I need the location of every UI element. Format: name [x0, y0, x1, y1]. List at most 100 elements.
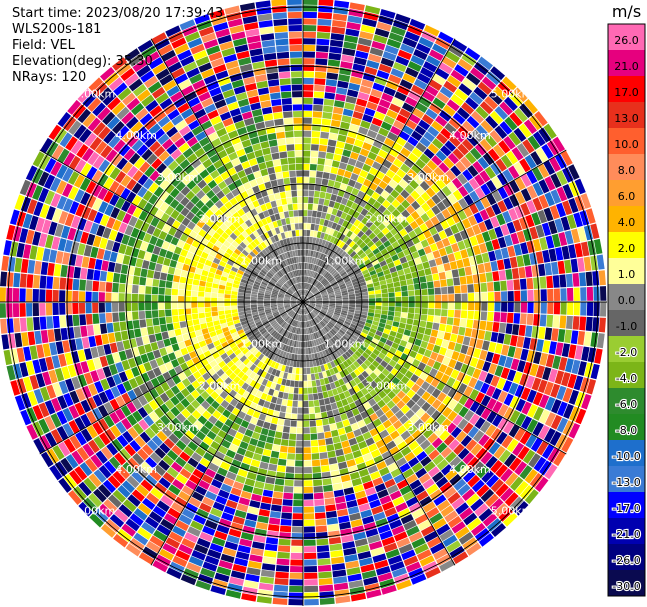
gate-cell — [360, 265, 368, 272]
gate-cell — [382, 302, 389, 307]
gate-cell — [599, 286, 607, 301]
gate-cell — [342, 302, 349, 305]
gate-cell — [387, 287, 395, 293]
gate-cell — [335, 224, 342, 232]
gate-cell — [499, 101, 513, 116]
gate-cell — [313, 289, 319, 295]
gate-cell — [326, 256, 332, 264]
gate-cell — [401, 209, 411, 219]
gate-cell — [471, 129, 484, 143]
gate-cell — [318, 144, 328, 152]
gate-cell — [500, 312, 507, 323]
gate-cell — [313, 91, 325, 99]
gate-cell — [329, 268, 336, 274]
gate-cell — [329, 279, 336, 284]
gate-cell — [423, 245, 432, 255]
gate-cell — [516, 143, 530, 158]
gate-cell — [311, 210, 317, 218]
gate-cell — [324, 248, 330, 255]
gate-cell — [407, 284, 415, 291]
gate-cell — [457, 209, 467, 221]
gate-cell — [309, 300, 316, 302]
gate-cell — [464, 266, 473, 276]
gate-cell — [422, 164, 433, 176]
gate-cell — [330, 280, 337, 286]
gate-cell — [453, 251, 462, 261]
gate-cell — [453, 130, 466, 143]
gate-cell — [313, 104, 323, 112]
gate-cell — [391, 199, 401, 209]
gate-cell — [468, 302, 475, 311]
gate-cell — [303, 97, 313, 104]
gate-cell — [305, 290, 309, 297]
gate-cell — [514, 205, 525, 219]
gate-cell — [404, 184, 415, 195]
gate-cell — [328, 277, 335, 283]
gate-cell — [385, 231, 394, 240]
gate-cell — [447, 286, 455, 294]
gate-cell — [493, 312, 501, 322]
gate-cell — [347, 288, 355, 293]
gate-cell — [461, 293, 468, 302]
gate-cell — [323, 105, 334, 113]
gate-cell — [389, 103, 401, 114]
gate-cell — [355, 50, 369, 60]
gate-cell — [347, 248, 354, 256]
gate-cell — [311, 137, 320, 145]
gate-cell — [312, 111, 323, 118]
gate-cell — [307, 293, 313, 298]
gate-cell — [541, 143, 554, 159]
gate-cell — [365, 220, 374, 229]
gate-cell — [402, 37, 418, 48]
gate-cell — [319, 138, 329, 146]
gate-cell — [445, 270, 453, 279]
gate-cell — [482, 152, 495, 166]
gate-cell — [390, 26, 406, 37]
gate-cell — [497, 200, 508, 213]
gate-cell — [335, 293, 342, 297]
gate-cell — [328, 293, 335, 297]
gate-cell — [424, 219, 434, 229]
gate-cell — [503, 258, 512, 270]
gate-cell — [321, 254, 327, 261]
gate-cell — [342, 228, 350, 236]
gate-cell — [303, 223, 307, 230]
gate-cell — [341, 115, 352, 124]
gate-cell — [365, 211, 373, 220]
gate-cell — [313, 230, 318, 238]
gate-cell — [368, 232, 376, 240]
gate-cell — [348, 82, 361, 92]
gate-cell — [430, 266, 439, 274]
gate-cell — [431, 120, 444, 132]
gate-cell — [400, 147, 411, 158]
gate-cell — [340, 271, 347, 277]
gate-cell — [585, 208, 596, 224]
gate-cell — [428, 302, 435, 309]
gate-cell — [303, 210, 308, 217]
gate-cell — [354, 256, 362, 263]
gate-cell — [305, 290, 309, 296]
gate-cell — [466, 247, 475, 257]
gate-cell — [427, 143, 440, 155]
gate-cell — [361, 291, 369, 296]
gate-cell — [384, 273, 392, 280]
gate-cell — [309, 230, 314, 237]
gate-cell — [425, 274, 433, 282]
gate-cell — [423, 131, 436, 143]
gate-cell — [385, 153, 396, 164]
gate-cell — [479, 273, 487, 283]
gate-cell — [537, 263, 546, 277]
gate-cell — [372, 139, 384, 149]
gate-cell — [552, 275, 560, 288]
gate-cell — [572, 273, 580, 287]
gate-cell — [405, 119, 418, 130]
gate-cell — [342, 149, 352, 158]
gate-cell — [484, 134, 498, 148]
gate-cell — [447, 193, 458, 205]
gate-cell — [303, 157, 310, 164]
gate-cell — [410, 130, 423, 142]
gate-cell — [360, 24, 376, 34]
gate-cell — [466, 226, 475, 238]
gate-cell — [411, 147, 423, 158]
